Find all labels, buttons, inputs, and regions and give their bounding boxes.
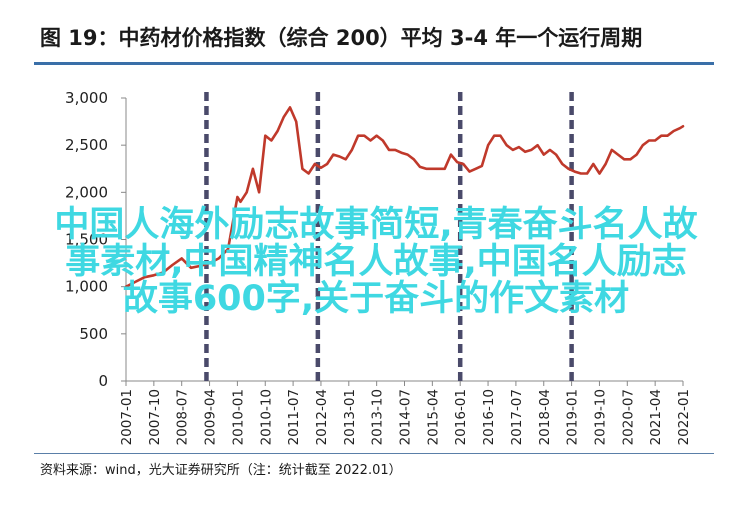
y-tick-label: 2,000 xyxy=(65,183,108,201)
watermark-line-1: 中国人海外励志故事简短,青春奋斗名人故 xyxy=(54,205,698,245)
x-tick-label: 2007-01 xyxy=(119,389,135,445)
chart-title: 图 19：中药材价格指数（综合 200）平均 3-4 年一个运行周期 xyxy=(40,26,643,50)
x-tick-label: 2016-10 xyxy=(481,389,497,445)
y-axis: 3,000 2,500 2,000 1,500 1,000 500 0 xyxy=(65,89,127,390)
x-tick-label: 2013-01 xyxy=(342,389,358,445)
x-tick-label: 2014-07 xyxy=(398,389,414,445)
x-tick-label: 2017-07 xyxy=(509,389,525,445)
y-tick-label: 3,000 xyxy=(65,89,108,107)
x-tick-label: 2020-07 xyxy=(620,389,636,445)
source-note: 资料来源：wind，光大证券研究所（注：统计截至 2022.01） xyxy=(40,463,402,478)
watermark-overlay: 中国人海外励志故事简短,青春奋斗名人故 事素材,中国精神名人故事,中国名人励志 … xyxy=(16,207,736,318)
watermark-line-2: 事素材,中国精神名人故事,中国名人励志 xyxy=(65,242,687,282)
x-tick-label: 2016-01 xyxy=(453,389,469,445)
y-tick-label: 2,500 xyxy=(65,136,108,154)
x-tick-label: 2011-07 xyxy=(286,389,302,445)
x-tick-label: 2015-04 xyxy=(425,389,441,445)
y-tick-label: 0 xyxy=(98,372,108,390)
cycle-markers xyxy=(204,92,574,381)
x-tick-label: 2012-04 xyxy=(314,389,330,445)
series-lines xyxy=(124,106,685,289)
series-line xyxy=(124,106,685,289)
x-tick-label: 2022-01 xyxy=(676,389,692,445)
x-axis: 2007-01 2007-10 2008-07 2009-04 2010-01 2010-… xyxy=(119,380,692,445)
x-tick-label: 2019-01 xyxy=(565,389,581,445)
x-tick-label: 2021-04 xyxy=(648,389,664,445)
x-tick-label: 2008-07 xyxy=(175,389,191,445)
x-tick-label: 2007-10 xyxy=(147,389,163,445)
x-tick-label: 2019-10 xyxy=(592,389,608,445)
x-tick-label: 2009-04 xyxy=(203,389,219,445)
y-tick-label: 1,000 xyxy=(65,278,108,296)
footer-rule xyxy=(34,453,714,454)
x-tick-label: 2010-10 xyxy=(258,389,274,445)
title-rule xyxy=(34,62,714,65)
y-tick-label: 1,500 xyxy=(65,231,108,249)
x-tick-label: 2013-10 xyxy=(370,389,386,445)
x-tick-label: 2018-04 xyxy=(537,389,553,445)
x-tick-label: 2010-01 xyxy=(230,389,246,445)
y-tick-label: 500 xyxy=(79,325,108,343)
watermark-line-3: 故事600字,关于奋斗的作文素材 xyxy=(122,279,630,319)
